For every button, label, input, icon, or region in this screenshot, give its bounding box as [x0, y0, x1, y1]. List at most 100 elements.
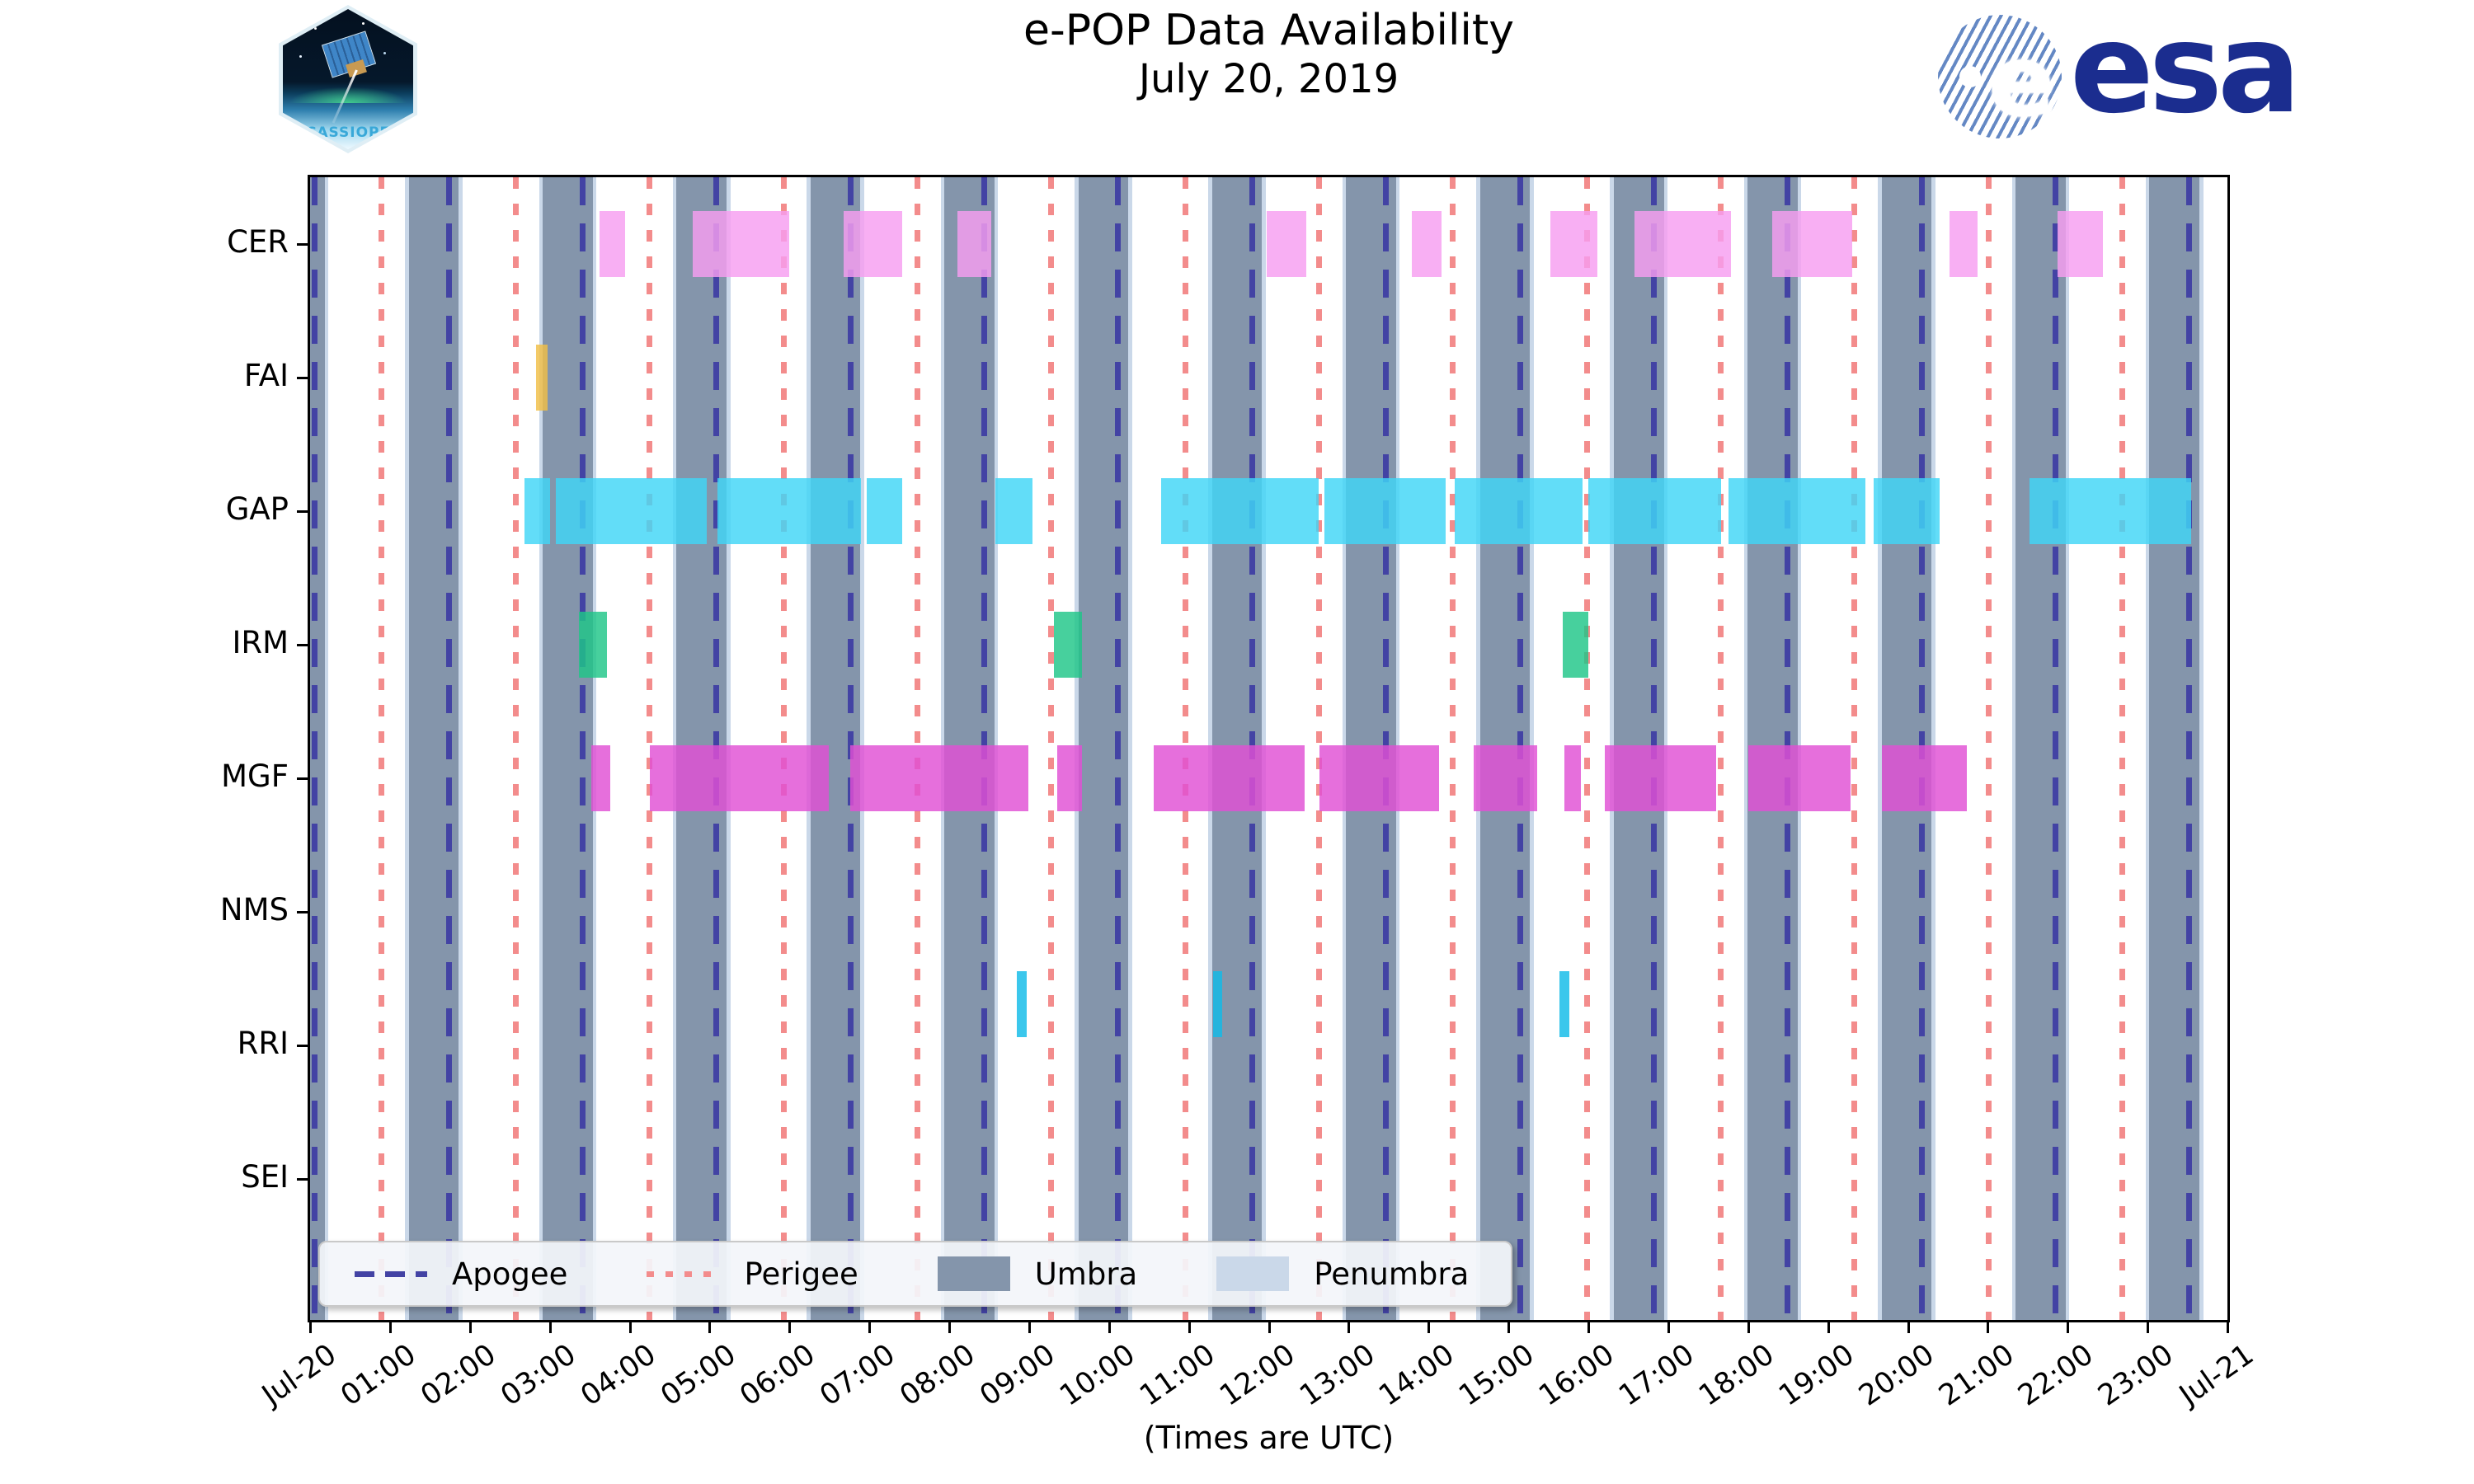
availability-bar-GAP: [1728, 478, 1866, 544]
x-tick: [548, 1320, 552, 1333]
availability-bar-CER: [957, 211, 992, 277]
x-tick: [1427, 1320, 1431, 1333]
legend-label: Penumbra: [1314, 1256, 1470, 1292]
y-tick: [297, 377, 310, 379]
x-tick-label: 05:00: [654, 1338, 742, 1413]
availability-bar-CER: [844, 211, 902, 277]
availability-bar-GAP: [1588, 478, 1721, 544]
x-tick-label: 04:00: [574, 1338, 662, 1413]
y-axis-label-NMS: NMS: [219, 892, 289, 928]
availability-bar-IRM: [1563, 612, 1588, 678]
x-tick: [468, 1320, 472, 1333]
legend-label: Apogee: [452, 1256, 568, 1292]
legend: Apogee Perigee Umbra Penumbra: [318, 1241, 1512, 1307]
x-tick: [1507, 1320, 1511, 1333]
apogee-line: [312, 177, 318, 1320]
x-tick: [1188, 1320, 1191, 1333]
x-tick: [788, 1320, 792, 1333]
availability-bar-IRM: [578, 612, 608, 678]
x-tick: [628, 1320, 632, 1333]
legend-item-apogee: Apogee: [355, 1256, 567, 1292]
availability-bar-MGF: [1564, 745, 1582, 811]
legend-label: Perigee: [744, 1256, 858, 1292]
availability-bar-MGF: [1154, 745, 1305, 811]
perigee-line: [379, 177, 385, 1320]
availability-bar-RRI: [1017, 971, 1027, 1037]
x-tick: [1348, 1320, 1351, 1333]
x-tick-label: 11:00: [1133, 1338, 1221, 1413]
availability-bar-CER: [1266, 211, 1307, 277]
y-axis-label-IRM: IRM: [232, 625, 289, 660]
x-tick-label: 18:00: [1693, 1338, 1780, 1413]
y-tick: [297, 1045, 310, 1047]
x-tick: [1268, 1320, 1271, 1333]
x-tick-label: 09:00: [974, 1338, 1061, 1413]
x-tick-label: 14:00: [1373, 1338, 1461, 1413]
availability-bar-RRI: [1559, 971, 1569, 1037]
perigee-line: [1048, 177, 1055, 1320]
x-tick: [1587, 1320, 1590, 1333]
page-subtitle-date: July 20, 2019: [1138, 55, 1399, 102]
x-tick: [708, 1320, 712, 1333]
cassiope-label: CASSIOPE: [305, 124, 391, 141]
y-tick: [297, 1178, 310, 1181]
x-tick-label: 06:00: [734, 1338, 822, 1413]
apogee-line: [2053, 177, 2059, 1320]
x-tick: [309, 1320, 312, 1333]
x-tick-label: 20:00: [1852, 1338, 1940, 1413]
x-tick: [2147, 1320, 2150, 1333]
availability-bar-MGF: [1473, 745, 1537, 811]
x-tick-label: 12:00: [1213, 1338, 1301, 1413]
chart-title-block: e-POP Data Availability July 20, 2019: [310, 6, 2227, 103]
star-dots: [314, 27, 317, 30]
x-tick-label: 07:00: [814, 1338, 902, 1413]
x-tick: [388, 1320, 392, 1333]
availability-bar-GAP: [556, 478, 708, 544]
x-tick-label: 13:00: [1293, 1338, 1381, 1413]
x-tick: [2067, 1320, 2070, 1333]
x-tick-label: 22:00: [2012, 1338, 2100, 1413]
x-tick: [1987, 1320, 1990, 1333]
y-tick: [297, 644, 310, 646]
y-tick: [297, 777, 310, 780]
apogee-line: [445, 177, 452, 1320]
availability-bar-MGF: [1605, 745, 1716, 811]
perigee-line: [1450, 177, 1456, 1320]
x-tick-label: 15:00: [1453, 1338, 1541, 1413]
x-tick-label: 19:00: [1772, 1338, 1860, 1413]
x-tick-label: 16:00: [1533, 1338, 1620, 1413]
availability-bar-MGF: [1319, 745, 1439, 811]
y-axis-label-MGF: MGF: [221, 758, 289, 794]
apogee-line: [2186, 177, 2193, 1320]
perigee-line: [1718, 177, 1724, 1320]
apogee-line: [1115, 177, 1122, 1320]
y-tick: [297, 243, 310, 246]
availability-bar-MGF: [1881, 745, 1968, 811]
y-axis-label-GAP: GAP: [225, 491, 289, 527]
penumbra-patch-swatch: [1216, 1256, 1290, 1291]
esa-globe-dot: [1959, 66, 1981, 87]
availability-bar-CER: [1411, 211, 1442, 277]
apogee-line: [580, 177, 586, 1320]
x-tick: [1028, 1320, 1031, 1333]
perigee-line: [2119, 177, 2126, 1320]
availability-bar-MGF: [649, 745, 829, 811]
y-tick: [297, 510, 310, 513]
esa-globe-e-glyph: e: [1987, 25, 2055, 139]
y-axis-label-FAI: FAI: [243, 358, 289, 393]
availability-bar-MGF: [849, 745, 1028, 811]
availability-bar-CER: [693, 211, 790, 277]
availability-bar-IRM: [1053, 612, 1082, 678]
perigee-line: [1851, 177, 1858, 1320]
availability-bar-GAP: [995, 478, 1032, 544]
legend-item-perigee: Perigee: [647, 1256, 858, 1292]
x-tick-label: Jul-21: [2173, 1338, 2260, 1412]
x-tick-label: 08:00: [894, 1338, 981, 1413]
perigee-line: [1985, 177, 1992, 1320]
apogee-dashed-swatch: [355, 1270, 427, 1277]
availability-bar-GAP: [1455, 478, 1583, 544]
availability-bar-MGF: [1747, 745, 1851, 811]
x-tick: [948, 1320, 951, 1333]
x-tick-label: 23:00: [2092, 1338, 2180, 1413]
availability-bar-MGF: [1056, 745, 1082, 811]
